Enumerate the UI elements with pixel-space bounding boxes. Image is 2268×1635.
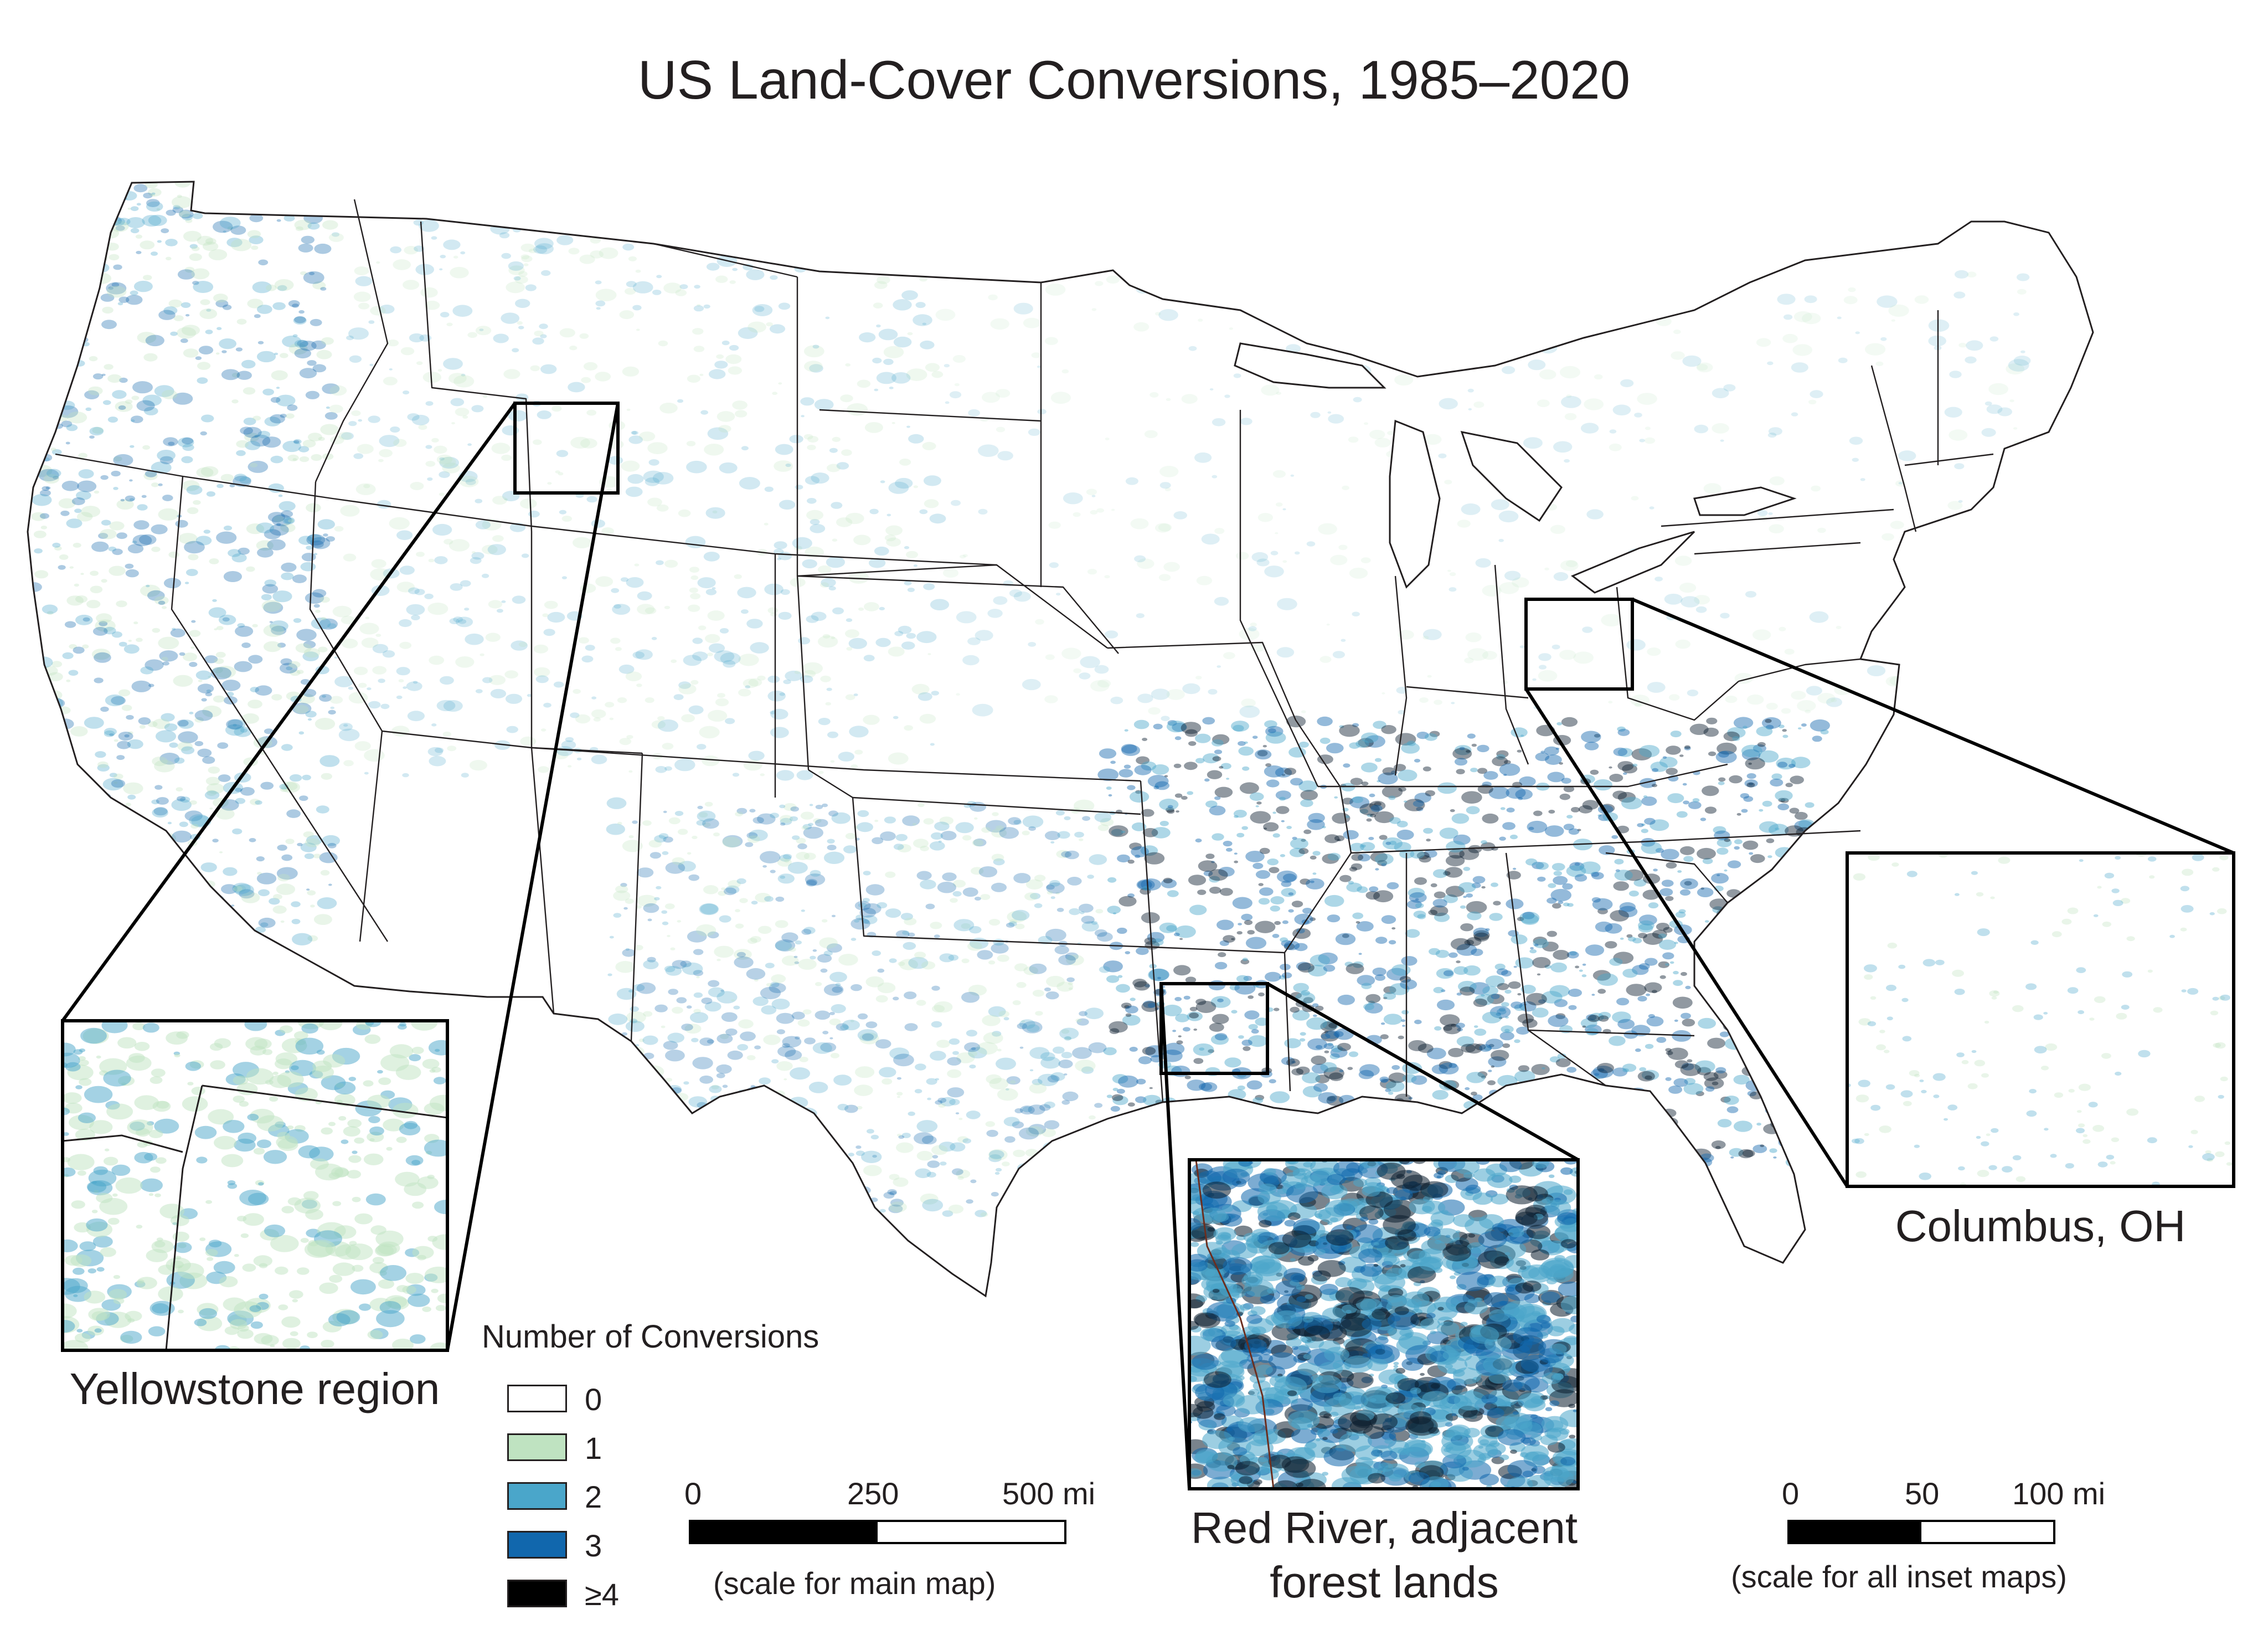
yellowstone-connector-right <box>446 403 620 1351</box>
columbus-label: Columbus, OH <box>1895 1201 2186 1251</box>
state-line <box>359 731 383 942</box>
state-line <box>1318 763 1728 788</box>
lake-huron <box>1460 431 1563 522</box>
lake-michigan <box>1389 419 1441 589</box>
state-line <box>808 769 1152 948</box>
legend-label: 3 <box>585 1528 602 1563</box>
legend-label: 2 <box>585 1479 602 1514</box>
scale-tick-label: 500 mi <box>1002 1476 1096 1511</box>
state-line <box>171 476 389 942</box>
scale-tick-label: 100 mi <box>2012 1476 2106 1511</box>
state-line <box>1494 564 1529 765</box>
state-line <box>630 753 643 1042</box>
legend-label: 1 <box>585 1431 602 1466</box>
red-river-label-line2: forest lands <box>1270 1557 1499 1607</box>
state-line <box>1616 587 1739 721</box>
main-scale-graphic <box>689 1520 1066 1544</box>
inset-state-line <box>202 1084 448 1119</box>
legend-label: 0 <box>585 1382 602 1417</box>
state-line <box>1351 830 1861 854</box>
red-river-connector-right <box>1266 982 1579 1161</box>
yellowstone-label: Yellowstone region <box>69 1364 440 1413</box>
scale-tick-label: 0 <box>684 1476 702 1511</box>
inset-locator-boxes <box>61 402 2235 1489</box>
columbus-locator-box <box>1524 598 1634 691</box>
legend-swatch <box>507 1433 567 1461</box>
state-line <box>1528 1029 1695 1037</box>
yellowstone-inset <box>61 1019 449 1352</box>
inset-scale-graphic <box>1787 1520 2055 1544</box>
state-line <box>1406 686 1529 699</box>
state-line <box>797 564 1108 649</box>
state-line <box>1738 658 1861 682</box>
state-line <box>1870 365 1917 532</box>
scale-tick-label: 0 <box>1782 1476 1800 1511</box>
columbus-inset-frame <box>1846 851 2235 1188</box>
red-river-inset-frame <box>1188 1158 1580 1490</box>
state-line <box>1904 453 1994 466</box>
state-line <box>1661 508 1894 527</box>
red-river-locator-box <box>1159 982 1269 1075</box>
red-river-label: Red River, adjacent forest lands <box>1135 1501 1633 1610</box>
columbus-inset <box>1846 851 2235 1188</box>
yellowstone-connector-left <box>61 402 517 1022</box>
columbus-connector-left <box>1524 688 1849 1187</box>
great-lakes <box>1234 342 1797 594</box>
lake-erie <box>1571 531 1695 594</box>
scale-tick-label: 250 <box>847 1476 899 1511</box>
inset-state-line <box>62 1134 183 1153</box>
state-line <box>819 409 1042 422</box>
red-river-line <box>1195 1159 1275 1489</box>
legend-swatch <box>507 1531 567 1559</box>
yellowstone-inset-frame <box>61 1019 449 1352</box>
legend-swatch <box>507 1580 567 1607</box>
state-line <box>1151 946 1285 954</box>
red-river-inset <box>1188 1158 1580 1490</box>
lake-ontario <box>1693 486 1797 516</box>
state-line <box>653 243 798 278</box>
columbus-connector-right <box>1631 598 2235 855</box>
state-line <box>420 221 533 532</box>
inset-state-line <box>165 1085 203 1351</box>
state-line <box>852 796 1141 815</box>
legend-title: Number of Conversions <box>482 1319 819 1355</box>
state-line <box>315 199 389 482</box>
legend-label: ≥4 <box>585 1577 619 1612</box>
scale-fill <box>691 1522 878 1542</box>
main-scale-note: (scale for main map) <box>713 1566 996 1601</box>
map-title: US Land-Cover Conversions, 1985–2020 <box>637 49 1631 110</box>
state-line <box>797 575 1119 654</box>
state-boundaries <box>55 199 1994 1103</box>
lake-superior <box>1234 342 1386 389</box>
state-line <box>55 453 997 566</box>
legend-swatch <box>507 1385 567 1412</box>
scale-fill <box>1790 1522 1921 1542</box>
scale-tick-label: 50 <box>1905 1476 1940 1511</box>
state-line <box>1239 410 1319 787</box>
state-line <box>1694 542 1861 555</box>
red-river-connector-left <box>1159 983 1191 1489</box>
inset-scale-note: (scale for all inset maps) <box>1731 1559 2067 1594</box>
red-river-label-line1: Red River, adjacent <box>1190 1503 1578 1552</box>
state-line <box>1394 575 1408 776</box>
legend-swatch <box>507 1482 567 1510</box>
yellowstone-locator-box <box>513 402 620 495</box>
